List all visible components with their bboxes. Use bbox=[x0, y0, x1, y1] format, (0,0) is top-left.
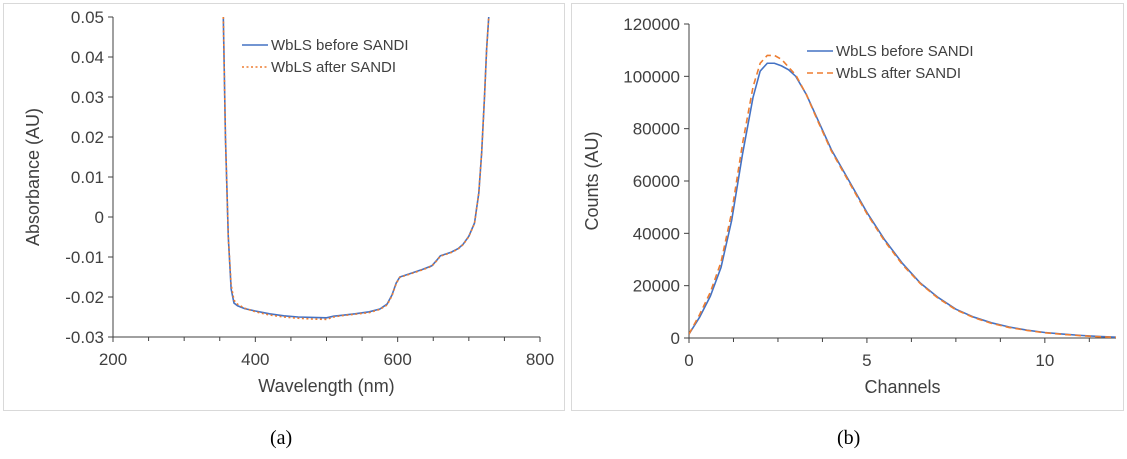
caption-b: (b) bbox=[837, 427, 860, 450]
legend-label-2: WbLS after SANDI bbox=[836, 65, 961, 82]
y-tick-label: -0.01 bbox=[65, 248, 104, 267]
legend-label-1: WbLS before SANDI bbox=[271, 37, 409, 54]
x-tick-label: 5 bbox=[862, 351, 871, 370]
y-tick-label: 0 bbox=[671, 329, 680, 348]
y-tick-label: -0.03 bbox=[65, 328, 104, 347]
x-axis-label: Channels bbox=[864, 377, 940, 397]
chart-panel-counts: 0 20000 40000 60000 80000 100000 120000 0 5 10 Cha… bbox=[571, 3, 1124, 411]
y-tick-label: 20000 bbox=[633, 277, 680, 296]
x-tick-label: 10 bbox=[1035, 351, 1054, 370]
y-tick-label: 100000 bbox=[623, 67, 680, 86]
y-tick-label: 0 bbox=[95, 208, 104, 227]
x-tick-label: 800 bbox=[526, 350, 554, 369]
x-tick-label: 600 bbox=[383, 350, 411, 369]
x-axis-label: Wavelength (nm) bbox=[258, 376, 394, 396]
x-tick-label: 400 bbox=[241, 350, 269, 369]
y-tick-label: 40000 bbox=[633, 224, 680, 243]
absorbance-chart: -0.03 -0.02 -0.01 0 0.01 0.02 0.03 0.04 0.05 200 4… bbox=[4, 4, 566, 412]
legend-label-2: WbLS after SANDI bbox=[271, 59, 396, 76]
y-tick-label: 0.02 bbox=[71, 128, 104, 147]
x-tick-label: 0 bbox=[684, 351, 693, 370]
y-tick-label: 0.04 bbox=[71, 48, 104, 67]
chart-panel-absorbance: -0.03 -0.02 -0.01 0 0.01 0.02 0.03 0.04 0.05 200 4… bbox=[3, 3, 565, 411]
y-tick-label: 60000 bbox=[633, 172, 680, 191]
y-tick-label: 0.01 bbox=[71, 168, 104, 187]
y-tick-label: 80000 bbox=[633, 120, 680, 139]
y-tick-label: 0.05 bbox=[71, 8, 104, 27]
y-tick-label: 120000 bbox=[623, 15, 680, 34]
caption-a: (a) bbox=[270, 427, 292, 450]
y-axis-label: Counts (AU) bbox=[582, 131, 602, 230]
series-line-1 bbox=[689, 63, 1116, 337]
counts-chart: 0 20000 40000 60000 80000 100000 120000 0 5 10 Cha… bbox=[572, 4, 1125, 412]
y-tick-label: 0.03 bbox=[71, 88, 104, 107]
legend-label-1: WbLS before SANDI bbox=[836, 43, 974, 60]
x-tick-label: 200 bbox=[99, 350, 127, 369]
y-tick-label: -0.02 bbox=[65, 288, 104, 307]
y-axis-label: Absorbance (AU) bbox=[23, 108, 43, 246]
